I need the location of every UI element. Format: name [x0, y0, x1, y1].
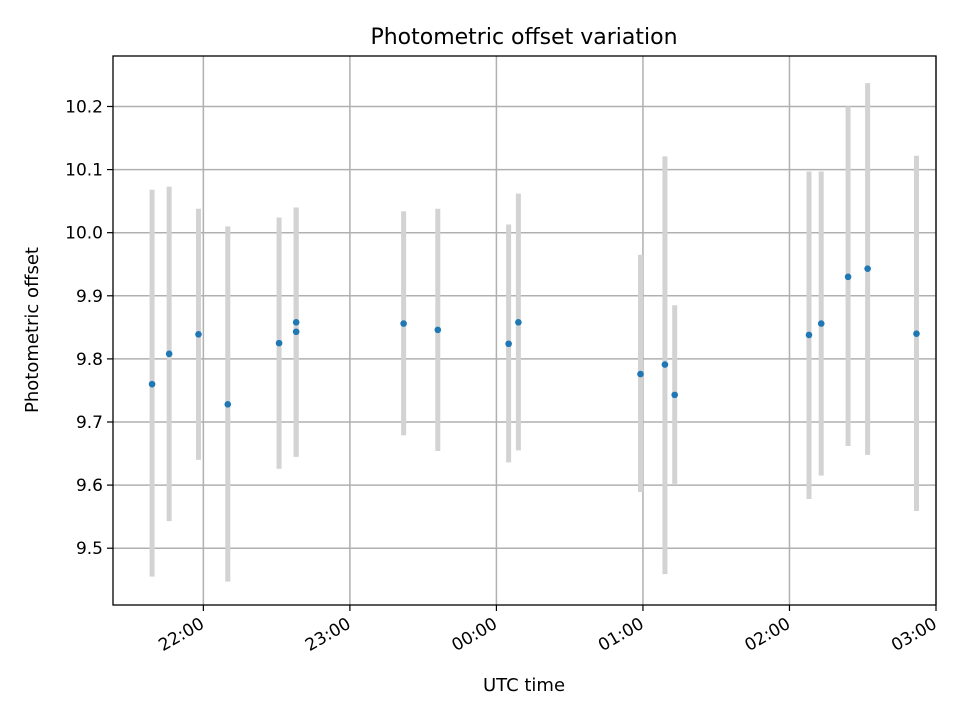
data-point [864, 265, 871, 272]
data-point [434, 326, 442, 334]
data-point [292, 318, 300, 326]
data-point [165, 350, 173, 358]
data-point [505, 340, 512, 348]
y-tick-label: 9.9 [76, 287, 103, 307]
x-tick-label: 23:00 [302, 614, 354, 656]
y-tick-label: 9.5 [76, 539, 103, 559]
y-tick-label: 10.0 [65, 224, 103, 244]
errorbar-layer [149, 83, 919, 582]
y-tick-label: 10.2 [65, 97, 103, 117]
data-point [913, 330, 920, 337]
y-tick-label: 9.7 [76, 413, 103, 433]
grid-layer [113, 56, 937, 605]
data-point [275, 339, 283, 347]
data-point [195, 330, 202, 338]
data-point [671, 391, 678, 399]
data-point [148, 380, 156, 388]
data-point [661, 361, 669, 368]
x-tick-label: 01:00 [595, 614, 647, 656]
x-axis-label: UTC time [483, 675, 565, 696]
point-layer [148, 265, 920, 408]
y-axis-label: Photometric offset [22, 247, 43, 413]
y-tick-label: 9.8 [76, 350, 103, 370]
x-tick-label: 22:00 [155, 614, 207, 656]
data-point [805, 331, 813, 339]
x-tick-label: 03:00 [888, 614, 940, 656]
x-axis: 22:00 23:00 00:00 01:00 02:00 03:00 [155, 605, 941, 656]
data-point [637, 370, 644, 378]
data-point [224, 401, 232, 408]
y-axis: 9.5 9.6 9.7 9.8 9.9 10.0 10.1 10.2 [65, 97, 113, 559]
data-point [817, 320, 825, 327]
data-point [292, 328, 300, 336]
plot-frame [112, 55, 937, 606]
data-point [844, 273, 852, 281]
x-tick-label: 02:00 [742, 614, 794, 656]
chart-title: Photometric offset variation [370, 25, 677, 50]
data-point [400, 320, 407, 327]
x-tick-label: 00:00 [448, 614, 500, 656]
y-tick-label: 9.6 [76, 476, 103, 496]
y-tick-label: 10.1 [65, 161, 103, 181]
data-point [515, 318, 522, 326]
